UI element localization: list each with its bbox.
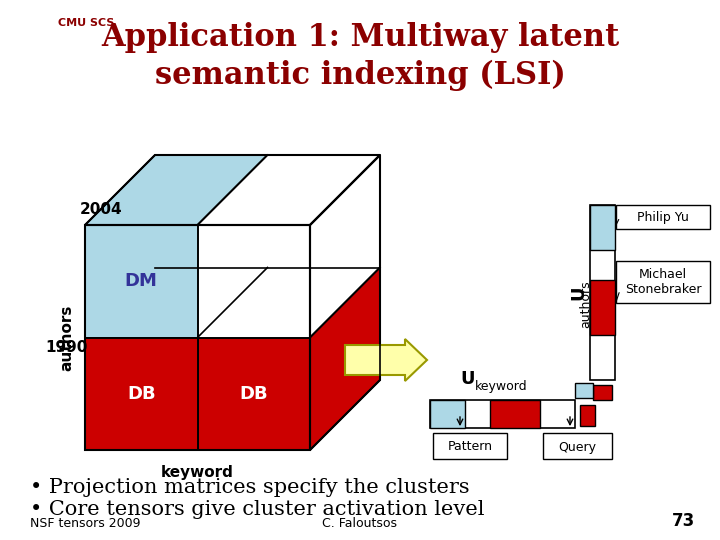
Polygon shape (590, 205, 615, 380)
Text: Pattern: Pattern (448, 441, 492, 454)
Text: 73: 73 (672, 512, 695, 530)
FancyBboxPatch shape (616, 261, 710, 303)
Polygon shape (197, 155, 380, 225)
FancyBboxPatch shape (433, 433, 507, 459)
Text: authors: authors (580, 281, 593, 328)
Polygon shape (85, 338, 197, 450)
Text: C. Faloutsos: C. Faloutsos (323, 517, 397, 530)
Text: 2004: 2004 (80, 202, 122, 218)
Polygon shape (575, 383, 593, 398)
FancyArrow shape (345, 339, 427, 381)
Polygon shape (197, 338, 310, 450)
FancyBboxPatch shape (543, 433, 612, 459)
Text: • Projection matrices specify the clusters: • Projection matrices specify the cluste… (30, 478, 469, 497)
Polygon shape (590, 280, 615, 335)
Text: U: U (460, 370, 474, 388)
Text: CMU SCS: CMU SCS (58, 18, 114, 28)
Text: U: U (569, 285, 587, 300)
Polygon shape (490, 400, 540, 428)
Text: DB: DB (127, 384, 156, 403)
FancyBboxPatch shape (616, 205, 710, 229)
Text: NSF tensors 2009: NSF tensors 2009 (30, 517, 140, 530)
Text: keyword: keyword (161, 464, 234, 480)
Text: 1990: 1990 (45, 340, 87, 355)
Text: DB: DB (240, 384, 268, 403)
Polygon shape (430, 400, 465, 428)
Text: keyword: keyword (475, 380, 528, 393)
Text: Michael
Stonebraker: Michael Stonebraker (625, 268, 701, 296)
Polygon shape (590, 205, 615, 250)
Text: • Core tensors give cluster activation level: • Core tensors give cluster activation l… (30, 500, 485, 519)
Polygon shape (580, 405, 595, 426)
Polygon shape (310, 155, 380, 338)
Polygon shape (85, 155, 268, 225)
Text: Application 1: Multiway latent
semantic indexing (LSI): Application 1: Multiway latent semantic … (101, 22, 619, 91)
Text: DM: DM (125, 272, 158, 291)
Text: Philip Yu: Philip Yu (637, 211, 689, 224)
Polygon shape (430, 400, 575, 428)
Text: authors: authors (60, 305, 74, 370)
Text: Query: Query (558, 441, 596, 454)
Polygon shape (310, 267, 380, 450)
Polygon shape (593, 385, 612, 400)
Polygon shape (85, 225, 197, 338)
